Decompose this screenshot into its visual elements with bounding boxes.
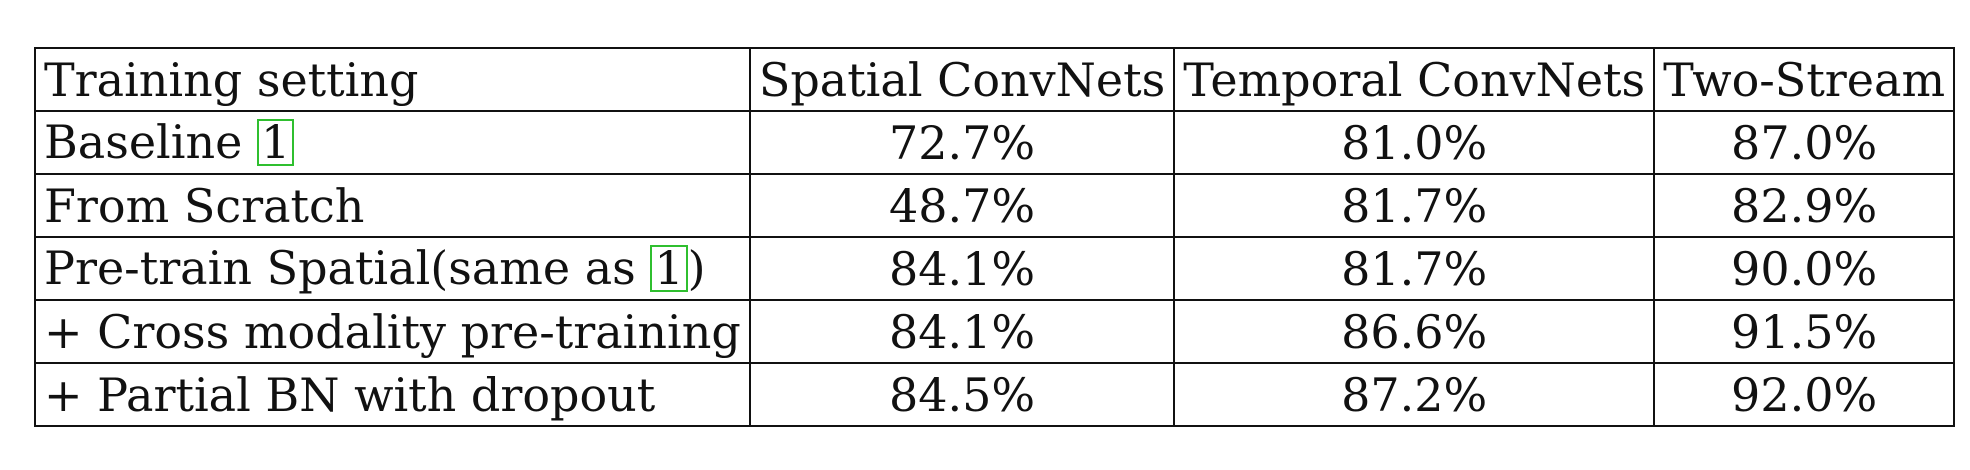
cell-spatial: 84.5% [748, 362, 1176, 427]
header-training-setting: Training setting [34, 47, 751, 112]
cell-two-stream: 82.9% [1653, 173, 1956, 238]
cell-temporal: 81.7% [1173, 173, 1656, 238]
table-row: + Cross modality pre-training 84.1% 86.6… [34, 299, 1956, 364]
cell-spatial: 84.1% [748, 236, 1176, 301]
citation-link[interactable]: 1 [256, 118, 295, 167]
row-label: From Scratch [34, 173, 751, 238]
cell-two-stream: 87.0% [1653, 110, 1956, 175]
table-row: Baseline 1 72.7% 81.0% 87.0% [34, 110, 1956, 175]
cell-two-stream: 90.0% [1653, 236, 1956, 301]
row-label: + Cross modality pre-training [34, 299, 751, 364]
row-label: Baseline 1 [34, 110, 751, 175]
row-label: + Partial BN with dropout [34, 362, 751, 427]
results-table-container: Training setting Spatial ConvNets Tempor… [34, 47, 1956, 427]
header-two-stream: Two-Stream [1653, 47, 1956, 112]
row-label-text: Pre-train Spatial(same as [44, 240, 651, 295]
cell-two-stream: 91.5% [1653, 299, 1956, 364]
cell-spatial: 48.7% [748, 173, 1176, 238]
header-temporal-convnets: Temporal ConvNets [1173, 47, 1656, 112]
cell-temporal: 81.7% [1173, 236, 1656, 301]
table-row: + Partial BN with dropout 84.5% 87.2% 92… [34, 362, 1956, 427]
table-row: Pre-train Spatial(same as 1) 84.1% 81.7%… [34, 236, 1956, 301]
row-label-suffix: ) [687, 240, 706, 295]
header-spatial-convnets: Spatial ConvNets [748, 47, 1176, 112]
cell-temporal: 81.0% [1173, 110, 1656, 175]
cell-temporal: 86.6% [1173, 299, 1656, 364]
citation-link[interactable]: 1 [650, 244, 688, 293]
row-label-text: Baseline [44, 114, 257, 169]
table-row: From Scratch 48.7% 81.7% 82.9% [34, 173, 1956, 238]
cell-spatial: 84.1% [748, 299, 1176, 364]
row-label: Pre-train Spatial(same as 1) [34, 236, 751, 301]
cell-two-stream: 92.0% [1653, 362, 1956, 427]
table-header-row: Training setting Spatial ConvNets Tempor… [34, 47, 1956, 112]
results-table: Training setting Spatial ConvNets Tempor… [34, 47, 1956, 427]
cell-temporal: 87.2% [1173, 362, 1656, 427]
cell-spatial: 72.7% [748, 110, 1176, 175]
